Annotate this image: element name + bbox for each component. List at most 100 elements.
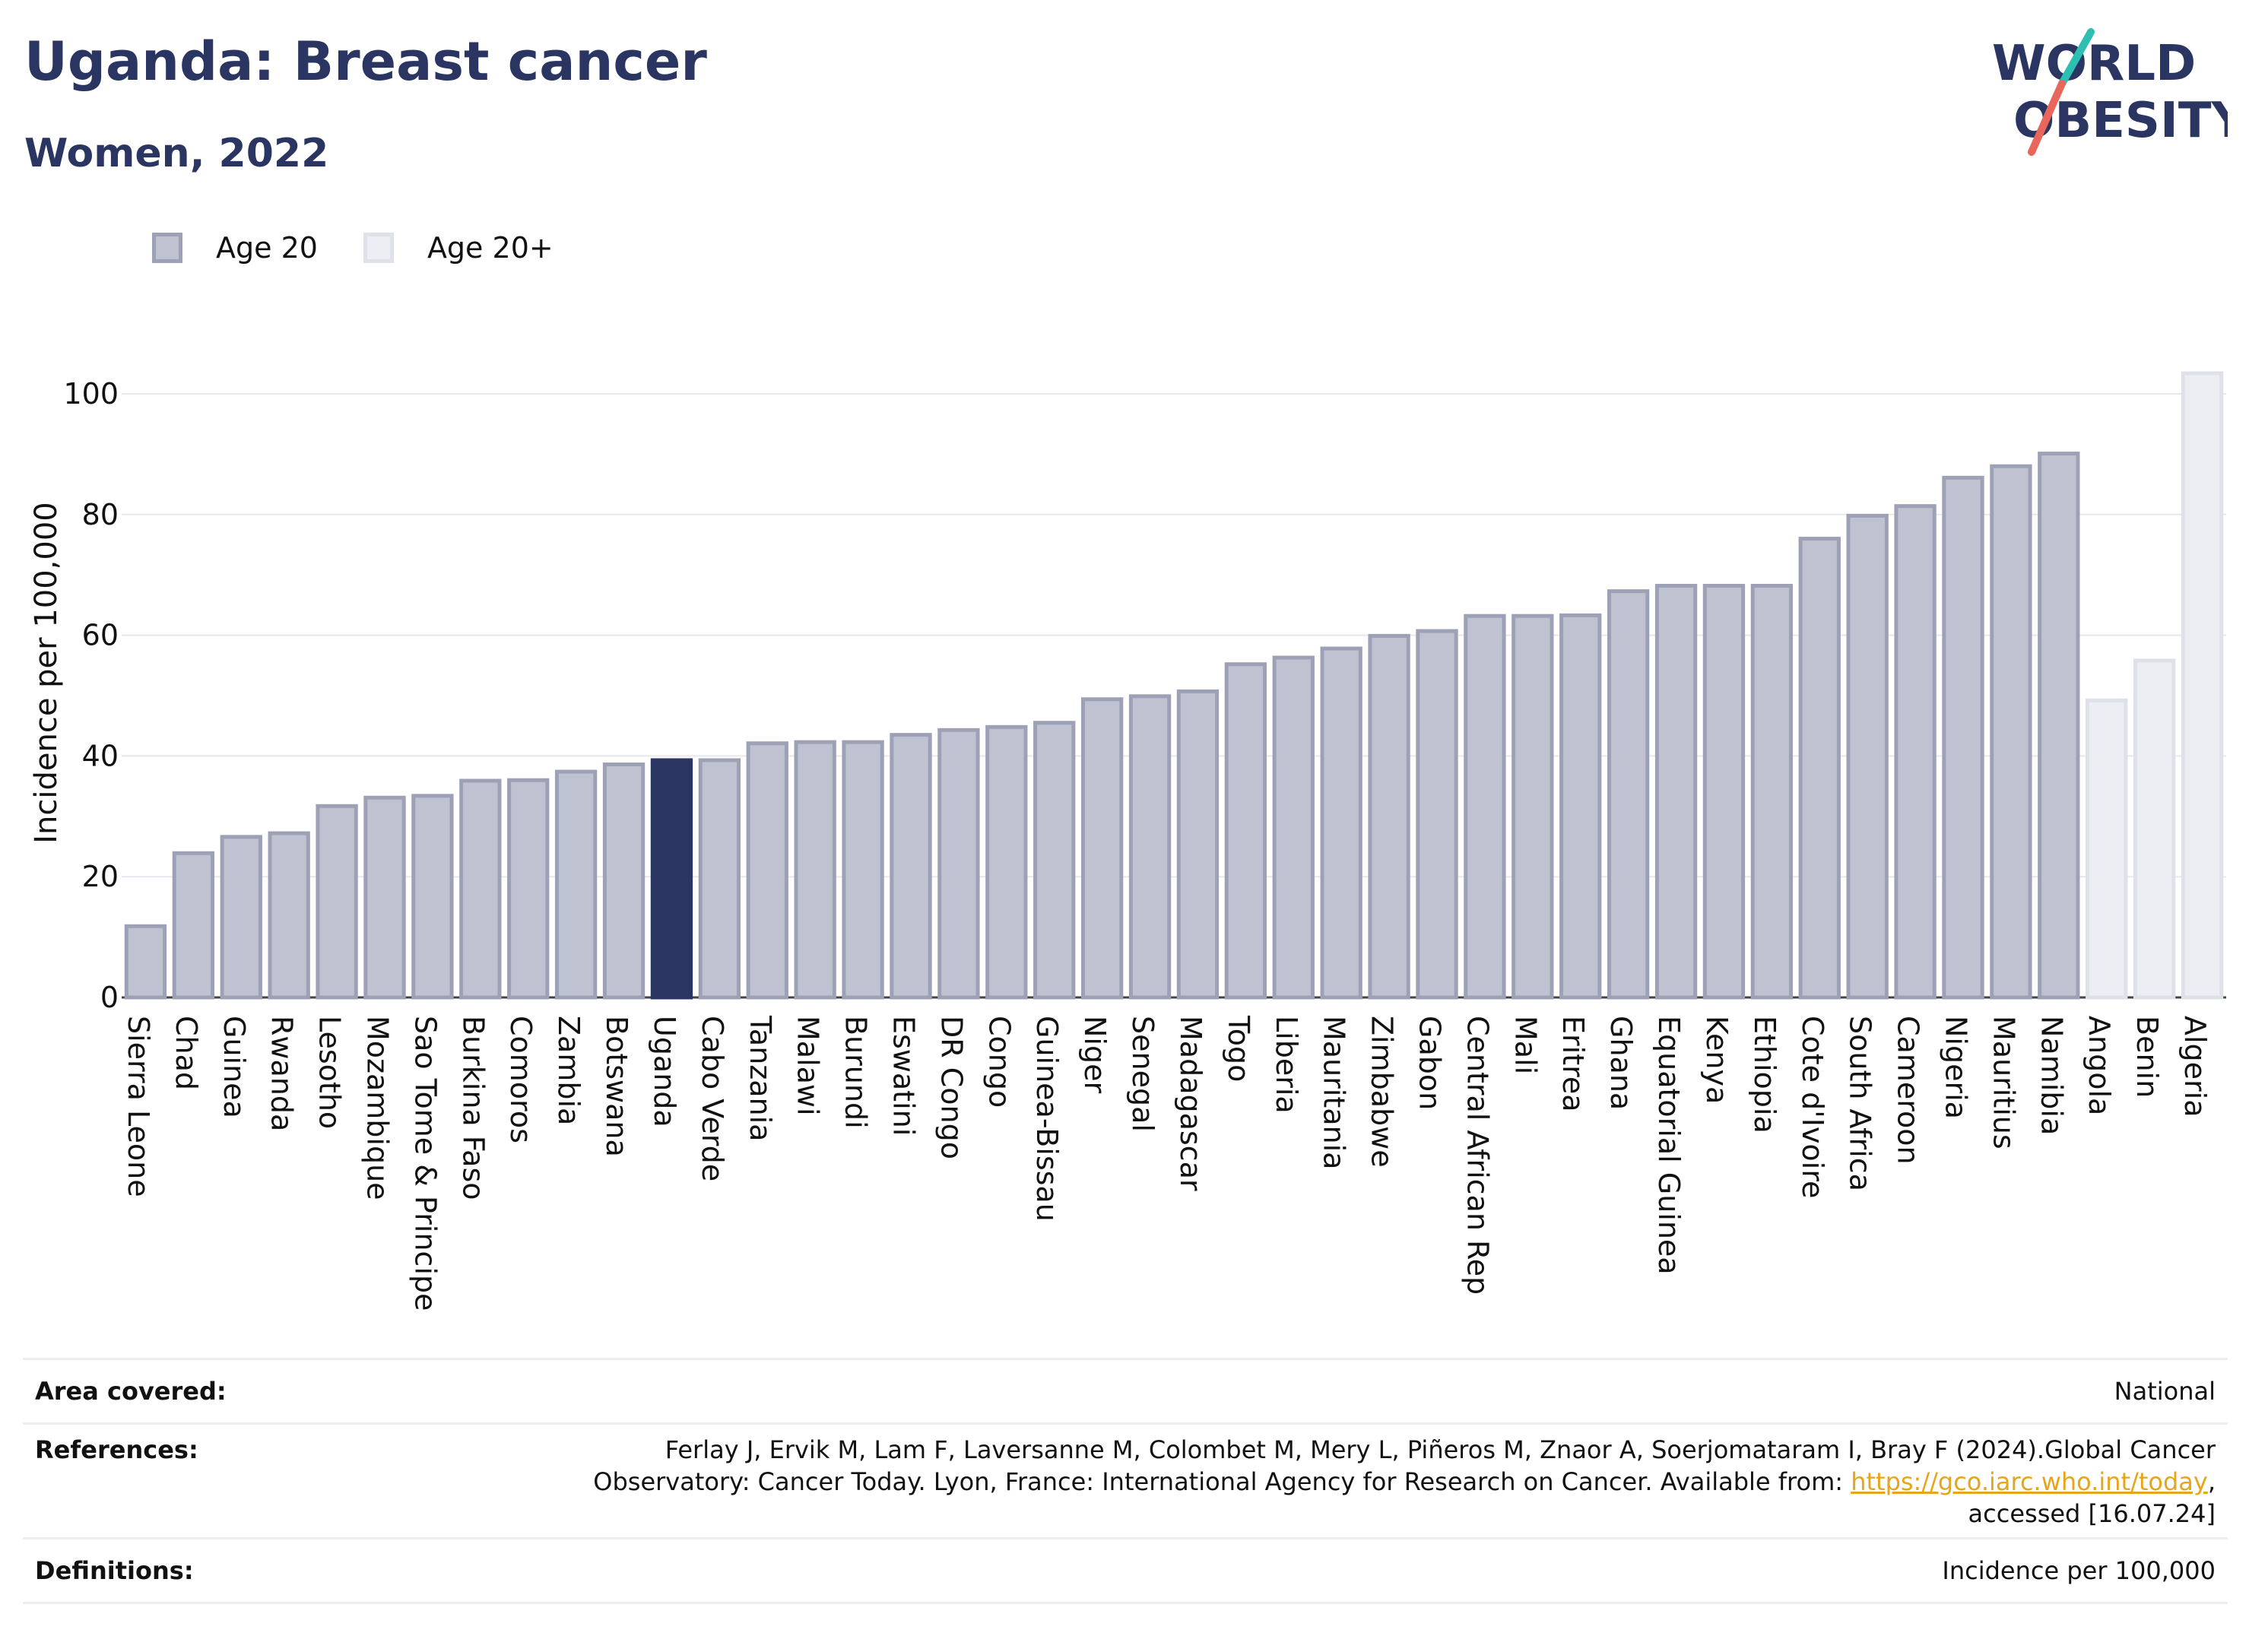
- x-tick-label: Eritrea: [1556, 1016, 1590, 1112]
- x-tick-label: Mali: [1508, 1016, 1542, 1074]
- legend-item-age-20[interactable]: Age 20: [152, 231, 318, 265]
- bar-madagascar[interactable]: [1176, 689, 1220, 1000]
- x-tick-label: Mauritania: [1318, 1016, 1351, 1169]
- x-tick-label: Malawi: [791, 1016, 825, 1116]
- bars: [124, 371, 2224, 1000]
- x-tick-label: Ghana: [1604, 1016, 1638, 1110]
- legend-item-age-20-plus[interactable]: Age 20+: [363, 231, 554, 265]
- bar-equatorial-guinea[interactable]: [1654, 583, 1698, 1000]
- bar-niger[interactable]: [1080, 697, 1124, 1000]
- bar-kenya[interactable]: [1702, 583, 1746, 1000]
- x-tick-label: Zimbabwe: [1366, 1016, 1399, 1168]
- bar-chart: 0 20 40 60 80 100 Sierra Leone Chad Guinea Rwand…: [29, 371, 2226, 1311]
- x-tick-label: Algeria: [2178, 1016, 2212, 1118]
- references-label: References:: [35, 1435, 198, 1464]
- y-tick-label: 20: [82, 860, 119, 893]
- bar-guinea[interactable]: [220, 835, 262, 1000]
- bar-malawi[interactable]: [794, 740, 836, 1000]
- x-tick-label: Mauritius: [1987, 1016, 2020, 1149]
- bar-central-african-rep[interactable]: [1464, 614, 1506, 1000]
- bar-eritrea[interactable]: [1559, 613, 1602, 1000]
- x-tick-label: Zambia: [552, 1016, 585, 1125]
- chart-legend: Age 20 Age 20+: [152, 225, 599, 271]
- bar-tanzania[interactable]: [746, 741, 788, 1000]
- references-line-3: accessed [16.07.24]: [1968, 1499, 2216, 1528]
- x-tick-label: Sierra Leone: [122, 1016, 155, 1197]
- info-row-references: References: Ferlay J, Ervik M, Lam F, La…: [23, 1425, 2228, 1539]
- references-link[interactable]: https://gco.iarc.who.int/today: [1851, 1467, 2208, 1496]
- x-tick-label: Burkina Faso: [456, 1016, 490, 1200]
- bar-burkina-faso[interactable]: [459, 778, 502, 1000]
- info-row-definitions: Definitions: Incidence per 100,000: [23, 1539, 2228, 1604]
- x-tick-label: DR Congo: [934, 1016, 968, 1159]
- bar-lesotho[interactable]: [316, 804, 358, 1000]
- bar-cameroon[interactable]: [1894, 504, 1937, 1000]
- x-tick-label: Eswatini: [887, 1016, 921, 1136]
- logo-slash-coral: [2028, 80, 2066, 156]
- x-tick-label: Cote d'Ivoire: [1796, 1016, 1829, 1198]
- x-tick-label: Madagascar: [1174, 1016, 1207, 1191]
- bar-mozambique[interactable]: [363, 795, 406, 1000]
- references-line-1: Ferlay J, Ervik M, Lam F, Laversanne M, …: [665, 1435, 2216, 1464]
- x-axis-labels: Sierra Leone Chad Guinea Rwanda Lesotho Mozam…: [122, 1015, 2212, 1311]
- x-tick-label: Lesotho: [313, 1016, 347, 1129]
- bar-ethiopia[interactable]: [1750, 583, 1794, 1000]
- bar-algeria[interactable]: [2181, 371, 2224, 1000]
- bar-rwanda[interactable]: [268, 831, 310, 1000]
- x-tick-label: Gabon: [1413, 1016, 1447, 1110]
- page-subtitle: Women, 2022: [24, 131, 329, 176]
- x-tick-label: Tanzania: [744, 1015, 777, 1141]
- bar-comoros[interactable]: [507, 778, 550, 1000]
- bar-eswatini[interactable]: [890, 733, 932, 1000]
- x-tick-label: Cabo Verde: [696, 1016, 729, 1181]
- x-tick-label: Cameroon: [1892, 1016, 1925, 1165]
- bar-sierra-leone[interactable]: [124, 924, 167, 1000]
- bar-uganda[interactable]: [650, 758, 693, 1000]
- references-value: Ferlay J, Ervik M, Lam F, Laversanne M, …: [593, 1434, 2228, 1530]
- x-tick-label: Botswana: [600, 1016, 633, 1157]
- y-tick-label: 80: [82, 498, 119, 531]
- bar-sao-tome-principe[interactable]: [411, 794, 454, 1000]
- bar-gabon[interactable]: [1416, 629, 1458, 1000]
- bar-congo[interactable]: [985, 725, 1028, 1000]
- bar-benin[interactable]: [2133, 658, 2176, 1000]
- x-tick-label: Mozambique: [361, 1016, 395, 1200]
- bar-mauritania[interactable]: [1320, 646, 1362, 1000]
- bar-mauritius[interactable]: [1990, 464, 2032, 1000]
- x-tick-label: Benin: [2130, 1016, 2164, 1098]
- bar-angola[interactable]: [2086, 698, 2128, 1000]
- page-title: Uganda: Breast cancer: [24, 30, 707, 93]
- x-tick-label: Uganda: [648, 1016, 681, 1127]
- legend-label-age-20: Age 20: [216, 231, 318, 265]
- bar-ghana[interactable]: [1607, 589, 1650, 1000]
- x-tick-label: Namibia: [2035, 1016, 2068, 1135]
- x-tick-label: Guinea: [217, 1016, 251, 1118]
- bar-burundi[interactable]: [842, 740, 884, 1000]
- bar-chad[interactable]: [172, 851, 215, 1000]
- x-tick-label: Angola: [2082, 1016, 2116, 1115]
- bar-zimbabwe[interactable]: [1368, 633, 1410, 1000]
- bar-cabo-verde[interactable]: [698, 758, 741, 1000]
- area-label: Area covered:: [35, 1377, 227, 1406]
- bar-cote-d-ivoire[interactable]: [1798, 537, 1841, 1000]
- bar-senegal[interactable]: [1128, 694, 1172, 1000]
- info-row-area: Area covered: National: [23, 1358, 2228, 1425]
- legend-label-age-20-plus: Age 20+: [427, 231, 554, 265]
- bar-south-africa[interactable]: [1846, 513, 1889, 1000]
- bar-botswana[interactable]: [602, 763, 646, 1000]
- bar-namibia[interactable]: [2038, 452, 2080, 1000]
- bar-mali[interactable]: [1511, 614, 1554, 1000]
- x-tick-label: Chad: [170, 1016, 203, 1090]
- definitions-label: Definitions:: [35, 1556, 194, 1585]
- bar-togo[interactable]: [1224, 662, 1267, 1000]
- y-axis-label: Incidence per 100,000: [29, 502, 64, 844]
- bar-zambia[interactable]: [554, 769, 598, 1000]
- x-tick-label: Central African Rep: [1461, 1016, 1494, 1295]
- logo-slash-teal: [2058, 28, 2095, 87]
- y-tick-label: 100: [63, 377, 119, 411]
- bar-nigeria[interactable]: [1942, 475, 1984, 1000]
- y-tick-label: 0: [100, 981, 119, 1014]
- bar-guinea-bissau[interactable]: [1033, 721, 1076, 1000]
- bar-dr-congo[interactable]: [937, 728, 980, 1000]
- bar-liberia[interactable]: [1272, 655, 1315, 1000]
